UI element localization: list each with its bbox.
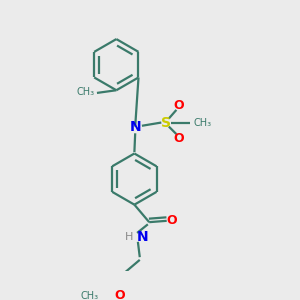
Text: N: N	[137, 230, 149, 244]
Text: O: O	[174, 99, 184, 112]
Text: N: N	[129, 120, 141, 134]
Text: CH₃: CH₃	[80, 291, 99, 300]
Text: S: S	[161, 116, 171, 130]
Text: O: O	[114, 289, 125, 300]
Text: CH₃: CH₃	[193, 118, 211, 128]
Text: H: H	[125, 232, 133, 242]
Text: CH₃: CH₃	[77, 87, 95, 98]
Text: O: O	[174, 132, 184, 145]
Text: O: O	[166, 214, 177, 227]
